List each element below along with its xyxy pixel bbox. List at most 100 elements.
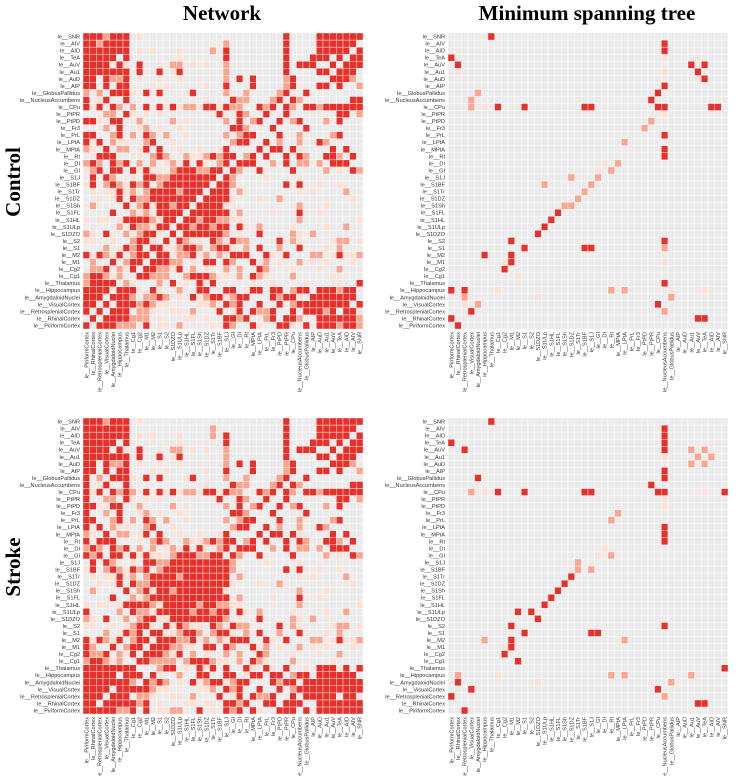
cell	[647, 251, 655, 259]
cell	[262, 593, 270, 602]
cell	[142, 300, 150, 309]
cell	[714, 265, 722, 273]
cell	[189, 537, 197, 546]
cell	[182, 117, 190, 125]
cell	[236, 678, 244, 687]
cell	[467, 173, 475, 182]
cell	[276, 537, 284, 546]
x-tick-label: le__AID	[344, 332, 350, 352]
cell	[687, 223, 695, 231]
cell	[581, 89, 589, 97]
cell	[316, 251, 324, 259]
cell	[322, 124, 330, 132]
cell	[461, 96, 469, 104]
cell	[627, 60, 635, 69]
cell	[654, 293, 662, 302]
cell	[249, 208, 257, 217]
cell	[136, 60, 144, 69]
cell	[142, 152, 150, 161]
cell	[149, 699, 157, 708]
cell	[102, 706, 110, 715]
cell	[634, 110, 642, 118]
cell	[521, 82, 529, 90]
cell	[249, 244, 257, 252]
cell	[216, 244, 224, 252]
cell	[474, 96, 482, 104]
cell	[474, 187, 482, 196]
cell	[461, 279, 469, 287]
cell	[494, 230, 502, 238]
cell	[461, 216, 469, 224]
cell	[196, 495, 204, 503]
cell	[109, 223, 117, 231]
cell	[176, 544, 184, 553]
cell	[481, 201, 489, 210]
cell	[242, 159, 250, 168]
cell	[487, 251, 495, 259]
cell	[282, 685, 290, 694]
cell	[342, 286, 350, 294]
cell	[176, 60, 184, 69]
cell	[136, 159, 144, 168]
cell	[302, 46, 310, 55]
cell	[142, 629, 150, 637]
cell	[302, 664, 310, 672]
cell	[356, 544, 364, 553]
cell	[474, 223, 482, 231]
cell	[236, 187, 244, 196]
cell	[474, 251, 482, 259]
cell	[721, 89, 729, 97]
cell	[701, 230, 709, 238]
cell	[169, 89, 177, 97]
cell	[661, 75, 669, 83]
cell	[581, 279, 589, 287]
cell	[454, 187, 462, 196]
cell	[349, 307, 357, 316]
cell	[527, 314, 535, 323]
cell	[627, 68, 635, 76]
cell	[236, 138, 244, 146]
cell	[202, 272, 210, 280]
cell	[216, 286, 224, 294]
y-tick-label: le__AIP	[425, 84, 445, 90]
cell	[82, 300, 90, 309]
cell	[156, 258, 164, 266]
cell	[316, 671, 324, 679]
cell	[262, 286, 270, 294]
cell	[222, 307, 230, 316]
cell	[694, 251, 702, 259]
y-tick-label: le__AuV	[59, 63, 80, 69]
cell	[229, 558, 237, 567]
cell	[601, 223, 609, 231]
cell	[316, 166, 324, 175]
cell	[229, 180, 237, 189]
cell	[302, 671, 310, 679]
cell	[229, 201, 237, 210]
cell	[527, 237, 535, 245]
cell	[507, 60, 515, 69]
cell	[276, 586, 284, 595]
cell	[336, 314, 344, 323]
cell	[487, 173, 495, 182]
cell	[176, 251, 184, 259]
cell	[654, 201, 662, 210]
cell	[182, 300, 190, 309]
y-tick-label: le__S1Sh	[56, 204, 80, 210]
cell	[521, 216, 529, 224]
cell	[342, 96, 350, 104]
cell	[189, 544, 197, 553]
cell	[541, 159, 549, 168]
cell	[342, 279, 350, 287]
cell	[162, 692, 170, 701]
cell	[149, 692, 157, 701]
cell	[654, 187, 662, 196]
cell	[647, 279, 655, 287]
cell	[176, 530, 184, 539]
cell	[149, 159, 157, 168]
cell	[447, 230, 455, 238]
cell	[674, 152, 682, 161]
cell	[454, 230, 462, 238]
cell	[89, 551, 97, 560]
cell	[289, 103, 297, 111]
cell	[189, 251, 197, 259]
